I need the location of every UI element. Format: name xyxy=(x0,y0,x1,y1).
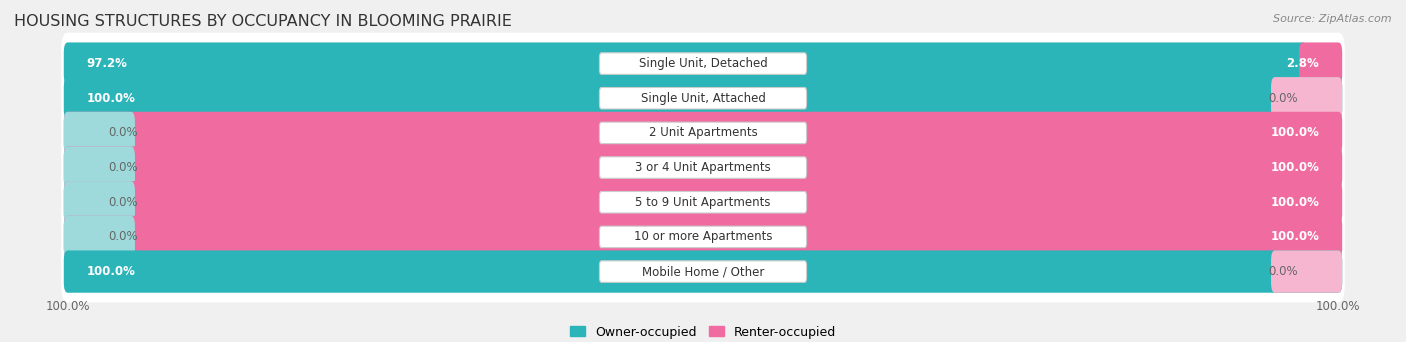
Text: 3 or 4 Unit Apartments: 3 or 4 Unit Apartments xyxy=(636,161,770,174)
FancyBboxPatch shape xyxy=(599,226,807,248)
FancyBboxPatch shape xyxy=(63,250,1343,293)
Text: 0.0%: 0.0% xyxy=(1268,92,1298,105)
Text: 0.0%: 0.0% xyxy=(108,161,138,174)
Text: 100.0%: 100.0% xyxy=(1271,196,1319,209)
Text: Source: ZipAtlas.com: Source: ZipAtlas.com xyxy=(1274,14,1392,24)
Text: 100.0%: 100.0% xyxy=(1271,127,1319,140)
Text: 100.0%: 100.0% xyxy=(1271,231,1319,244)
FancyBboxPatch shape xyxy=(62,102,1344,164)
FancyBboxPatch shape xyxy=(62,171,1344,233)
FancyBboxPatch shape xyxy=(1299,42,1343,85)
FancyBboxPatch shape xyxy=(63,42,1306,85)
FancyBboxPatch shape xyxy=(62,67,1344,129)
FancyBboxPatch shape xyxy=(63,216,135,258)
FancyBboxPatch shape xyxy=(63,112,1343,154)
Text: Single Unit, Detached: Single Unit, Detached xyxy=(638,57,768,70)
FancyBboxPatch shape xyxy=(62,241,1344,302)
Text: 0.0%: 0.0% xyxy=(108,231,138,244)
FancyBboxPatch shape xyxy=(63,146,1343,189)
Text: 5 to 9 Unit Apartments: 5 to 9 Unit Apartments xyxy=(636,196,770,209)
Text: 100.0%: 100.0% xyxy=(87,92,135,105)
Text: HOUSING STRUCTURES BY OCCUPANCY IN BLOOMING PRAIRIE: HOUSING STRUCTURES BY OCCUPANCY IN BLOOM… xyxy=(14,14,512,29)
FancyBboxPatch shape xyxy=(63,112,135,154)
FancyBboxPatch shape xyxy=(1271,77,1343,119)
Text: 10 or more Apartments: 10 or more Apartments xyxy=(634,231,772,244)
Text: Mobile Home / Other: Mobile Home / Other xyxy=(641,265,765,278)
FancyBboxPatch shape xyxy=(63,181,135,223)
Text: 0.0%: 0.0% xyxy=(108,196,138,209)
FancyBboxPatch shape xyxy=(599,157,807,178)
Text: 0.0%: 0.0% xyxy=(1268,265,1298,278)
Text: 2 Unit Apartments: 2 Unit Apartments xyxy=(648,127,758,140)
Text: 97.2%: 97.2% xyxy=(87,57,128,70)
Text: 2.8%: 2.8% xyxy=(1286,57,1319,70)
FancyBboxPatch shape xyxy=(599,88,807,109)
FancyBboxPatch shape xyxy=(63,77,1343,119)
FancyBboxPatch shape xyxy=(62,206,1344,268)
Text: 0.0%: 0.0% xyxy=(108,127,138,140)
FancyBboxPatch shape xyxy=(599,53,807,74)
FancyBboxPatch shape xyxy=(63,181,1343,223)
FancyBboxPatch shape xyxy=(599,261,807,282)
FancyBboxPatch shape xyxy=(599,122,807,144)
Text: 100.0%: 100.0% xyxy=(1271,161,1319,174)
Legend: Owner-occupied, Renter-occupied: Owner-occupied, Renter-occupied xyxy=(565,320,841,342)
FancyBboxPatch shape xyxy=(599,192,807,213)
FancyBboxPatch shape xyxy=(1271,250,1343,293)
FancyBboxPatch shape xyxy=(62,33,1344,94)
Text: Single Unit, Attached: Single Unit, Attached xyxy=(641,92,765,105)
FancyBboxPatch shape xyxy=(63,146,135,189)
Text: 100.0%: 100.0% xyxy=(87,265,135,278)
FancyBboxPatch shape xyxy=(62,137,1344,198)
FancyBboxPatch shape xyxy=(63,216,1343,258)
